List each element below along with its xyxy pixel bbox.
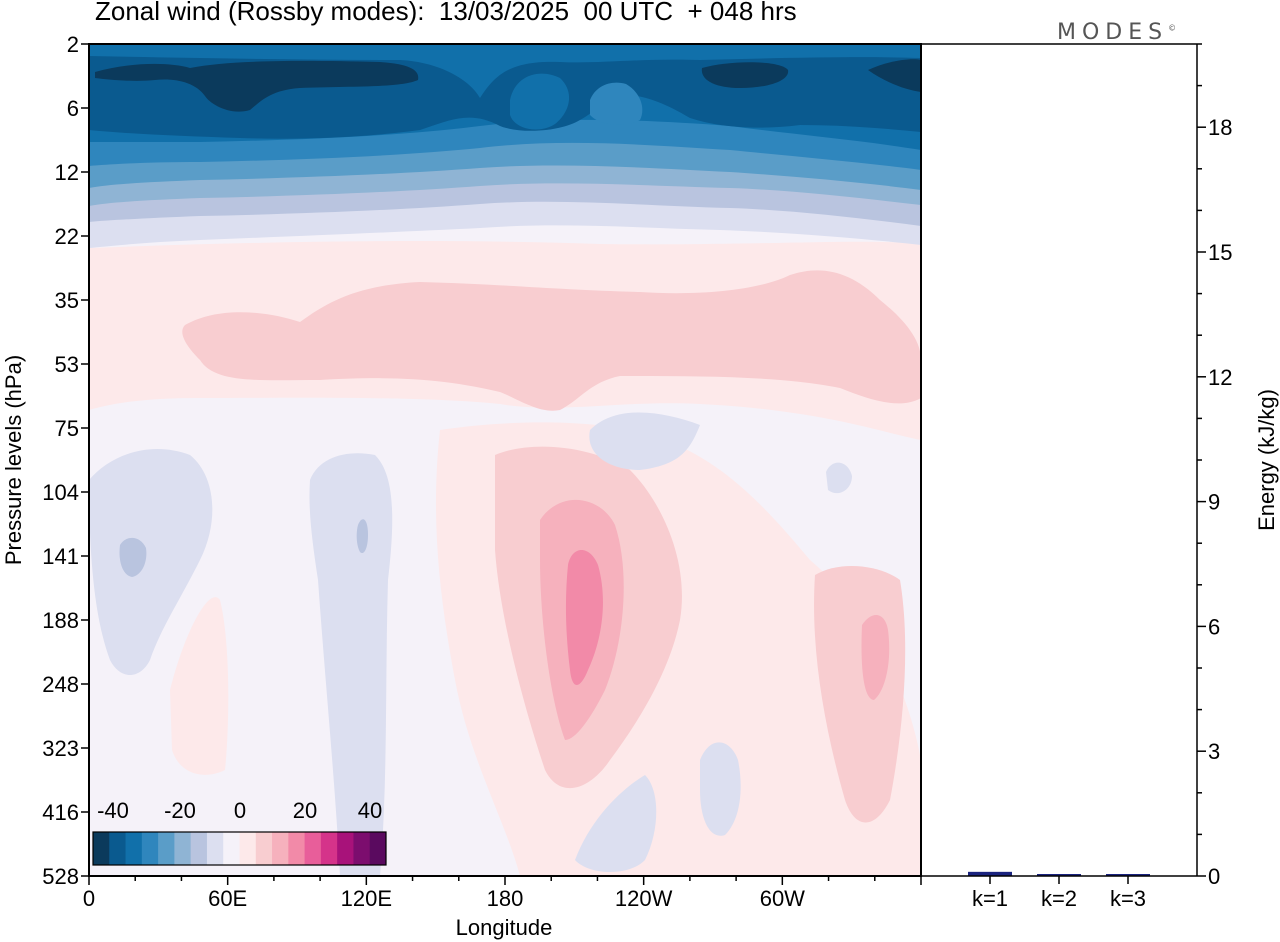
y-tick-label: 248 (42, 672, 79, 697)
colorbar-swatch (272, 832, 289, 865)
y-tick-label: 22 (55, 224, 79, 249)
colorbar-swatch (320, 832, 338, 865)
contour-fill-neg25-strat-pocket (590, 82, 643, 125)
colorbar-swatch (125, 832, 143, 865)
colorbar-tick-label: 20 (293, 798, 317, 823)
contour-fill-neg40-strat-edge (868, 59, 921, 92)
energy-panel (921, 44, 1197, 876)
x-tick-label: 120E (341, 886, 392, 911)
contour-fill-neg10-west (119, 537, 147, 577)
energy-tick-label: 15 (1208, 240, 1232, 265)
contour-fill-neg5-70w (700, 742, 741, 836)
colorbar-frame (92, 831, 387, 866)
zonal-wind-contours (89, 44, 921, 876)
colorbar-swatch (109, 832, 127, 865)
contour-fill-neg5-80w (589, 412, 700, 470)
chart-title: Zonal wind (Rossby modes): 13/03/2025 00… (95, 0, 797, 26)
x-tick-label: 120W (615, 886, 673, 911)
energy-tick-label: 6 (1208, 614, 1220, 639)
colorbar: -40 -20 0 20 40 (92, 798, 387, 866)
contour-fill-neg40-strat-east (701, 62, 789, 88)
colorbar-swatch (223, 832, 240, 865)
contour-fill-neg10-120e (356, 519, 368, 554)
colorbar-swatch (158, 832, 175, 865)
colorbar-swatch (141, 832, 159, 865)
colorbar-swatch (93, 832, 110, 865)
logo-text: MODES (1057, 20, 1169, 45)
colorbar-swatch (255, 832, 273, 865)
energy-tick-label: 18 (1208, 115, 1232, 140)
energy-tick-label: 9 (1208, 490, 1220, 515)
colorbar-swatch (174, 832, 192, 865)
energy-axis-label: Energy (kJ/kg) (1254, 389, 1279, 531)
colorbar-tick-label: 40 (358, 798, 382, 823)
x-tick-label: 60W (760, 886, 805, 911)
colorbar-tick-label: -20 (164, 798, 196, 823)
logo-mark: © (1168, 23, 1177, 33)
y-tick-label: 6 (67, 96, 79, 121)
contour-fill-neg5-sfc (575, 775, 657, 872)
energy-bar (968, 871, 1012, 876)
energy-tick-label: 3 (1208, 739, 1220, 764)
x-axis-label: Longitude (456, 915, 553, 940)
y-tick-label: 53 (55, 352, 79, 377)
colorbar-swatch (304, 832, 322, 865)
y-tick-label: 528 (42, 864, 79, 889)
x-tick-label: 60E (208, 886, 247, 911)
y-tick-label: 188 (42, 608, 79, 633)
energy-tick-label: 12 (1208, 365, 1232, 390)
bar-category-label: k=1 (972, 886, 1008, 911)
y-tick-label: 2 (67, 32, 79, 57)
colorbar-tick-label: 0 (234, 798, 246, 823)
y-tick-label: 104 (42, 480, 79, 505)
x-tick-label: 180 (487, 886, 524, 911)
contour-fill-neg40-strat-west (95, 60, 419, 112)
contour-fill-pos5-west (170, 597, 229, 775)
colorbar-swatch (369, 832, 387, 865)
energy-bar (1037, 874, 1081, 876)
y-tick-label: 75 (55, 416, 79, 441)
modes-logo: MODES© (1057, 20, 1176, 45)
colorbar-swatch (288, 832, 306, 865)
colorbar-swatch (239, 832, 257, 865)
y-tick-label: 323 (42, 736, 79, 761)
colorbar-tick-label: -40 (97, 798, 129, 823)
contour-fill-neg5-120e (309, 453, 393, 876)
contour-fill-neg30-strat-pocket (510, 73, 570, 130)
y-tick-label: 12 (55, 160, 79, 185)
bar-category-label: k=3 (1110, 886, 1146, 911)
contour-fill-neg5-50w (826, 462, 852, 494)
x-tick-label: 0 (83, 886, 95, 911)
contour-fill-pos10-band (182, 270, 921, 411)
bar-category-label: k=2 (1041, 886, 1077, 911)
y-axis-label: Pressure levels (hPa) (1, 355, 26, 565)
energy-bar (1106, 874, 1150, 876)
energy-tick-label: 0 (1208, 864, 1220, 889)
colorbar-swatch (337, 832, 354, 865)
colorbar-swatch (190, 832, 208, 865)
y-tick-label: 35 (55, 288, 79, 313)
contour-fill-pos20 (565, 550, 603, 685)
energy-bars (968, 871, 1150, 876)
y-tick-label: 141 (42, 544, 79, 569)
colorbar-swatch (206, 832, 224, 865)
contour-fill-neg5-west (89, 449, 213, 675)
y-tick-label: 416 (42, 800, 79, 825)
colorbar-swatch (353, 832, 371, 865)
contour-fill-pos15-east (861, 614, 890, 700)
